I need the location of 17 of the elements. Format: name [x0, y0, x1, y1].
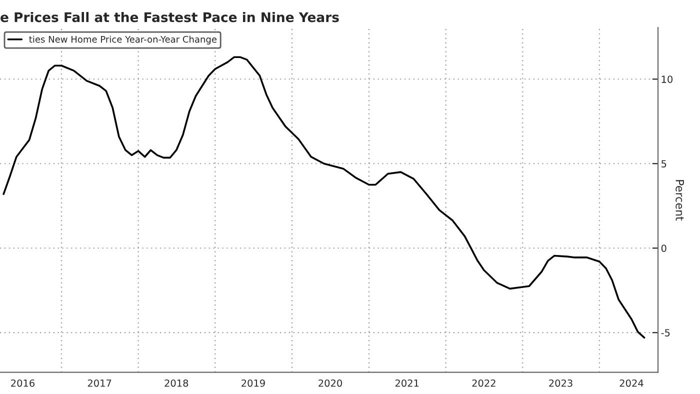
- x-tick-label: 2021: [395, 379, 419, 387]
- y-axis-title: Percent: [676, 180, 684, 221]
- x-tick-label: 2017: [88, 379, 112, 387]
- x-tick-label: 2024: [620, 379, 644, 387]
- x-tick-label: 2022: [472, 379, 496, 387]
- y-tick-label: 0: [661, 244, 666, 252]
- x-tick-label: 2019: [242, 379, 265, 387]
- x-tick-label: 2016: [11, 379, 34, 387]
- x-tick-label: 2020: [318, 379, 342, 387]
- chart-title: e Prices Fall at the Fastest Pace in Nine Years: [0, 12, 339, 22]
- line-series: [2, 56, 646, 339]
- y-tick-label: -5: [661, 329, 670, 336]
- legend-label: ties New Home Price Year-on-Year Change: [29, 36, 217, 44]
- x-tick-label: 2023: [549, 379, 572, 387]
- y-tick-label: 5: [662, 160, 666, 168]
- y-tick-label: 10: [662, 76, 673, 83]
- x-tick-label: 2018: [164, 379, 188, 387]
